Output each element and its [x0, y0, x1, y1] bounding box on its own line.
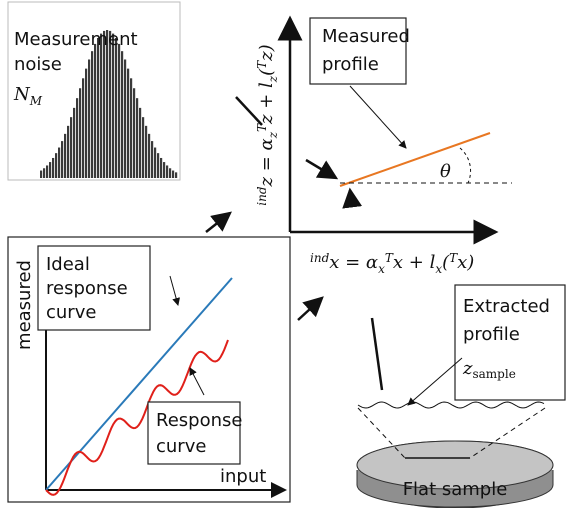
histogram-bar — [100, 34, 102, 178]
histogram-bar — [109, 31, 111, 178]
angle-arc — [460, 148, 471, 183]
histogram-bar — [130, 78, 132, 178]
histogram-bar — [115, 38, 117, 178]
arrow — [408, 358, 462, 405]
arrow — [206, 213, 230, 232]
histogram-bar — [76, 98, 78, 178]
histogram-bar — [61, 141, 63, 178]
histogram-bar — [49, 162, 51, 178]
histogram-bar — [97, 38, 99, 178]
histogram-bar — [118, 44, 120, 178]
histogram-bar — [166, 165, 168, 178]
ideal-label: response — [46, 278, 128, 299]
histogram-bar — [94, 44, 96, 178]
histogram-bar — [106, 30, 108, 178]
histogram-bar — [88, 59, 90, 178]
ideal-label: Ideal — [46, 254, 90, 275]
histogram-bar — [160, 158, 162, 178]
noise-label: Measurement — [14, 29, 138, 50]
histogram-bar — [163, 162, 165, 178]
x-formula: indx = αxTx + lx(Tx) — [310, 251, 474, 276]
profile-wave — [358, 402, 544, 408]
y-axis-label: measured — [14, 260, 35, 350]
arrow — [298, 298, 322, 320]
histogram-bar — [142, 117, 144, 178]
histogram-bar — [154, 148, 156, 178]
separator — [372, 318, 382, 390]
histogram-bar — [73, 108, 75, 178]
histogram-bar — [157, 153, 159, 178]
histogram-bar — [133, 88, 135, 178]
histogram-bar — [175, 172, 177, 178]
histogram-bar — [148, 134, 150, 178]
histogram-bar — [145, 126, 147, 178]
ideal-label: curve — [46, 302, 96, 323]
histogram-bar — [58, 148, 60, 178]
histogram-bar — [52, 158, 54, 178]
response-label: curve — [156, 436, 206, 457]
histogram-bar — [67, 126, 69, 178]
diagram: Measurement noise NM indz = αzTz + lz(Tz… — [0, 0, 569, 508]
histogram-bar — [70, 117, 72, 178]
extracted-label: Extracted — [463, 296, 550, 317]
arrow — [306, 160, 336, 178]
histogram-bar — [64, 134, 66, 178]
histogram-bar — [172, 171, 174, 178]
extracted-label: profile — [463, 324, 520, 345]
x-axis-label: input — [220, 466, 266, 487]
histogram-bar — [103, 31, 105, 178]
histogram-bar — [55, 153, 57, 178]
response-label: Response — [156, 410, 242, 431]
y-formula: indz = αzTz + lz(Tz) — [255, 44, 280, 205]
histogram-bar — [46, 165, 48, 178]
noise-label: noise — [14, 54, 62, 75]
histogram-bar — [169, 168, 171, 178]
histogram-bar — [139, 108, 141, 178]
sample-label: Flat sample — [403, 479, 508, 500]
histogram-bar — [124, 59, 126, 178]
histogram-bar — [121, 51, 123, 178]
profile-label: profile — [322, 54, 379, 75]
histogram-bar — [112, 34, 114, 178]
histogram-bar — [40, 171, 42, 178]
profile-line — [340, 133, 490, 186]
histogram-bar — [85, 69, 87, 178]
histogram-bar — [151, 141, 153, 178]
angle-label: θ — [440, 161, 451, 182]
histogram-bar — [136, 98, 138, 178]
histogram-bar — [127, 69, 129, 178]
profile-label: Measured — [322, 26, 410, 47]
arrow — [350, 86, 406, 148]
histogram-bar — [79, 88, 81, 178]
histogram-bar — [43, 168, 45, 178]
histogram-bar — [91, 51, 93, 178]
arrow — [350, 190, 352, 206]
histogram-bar — [82, 78, 84, 178]
